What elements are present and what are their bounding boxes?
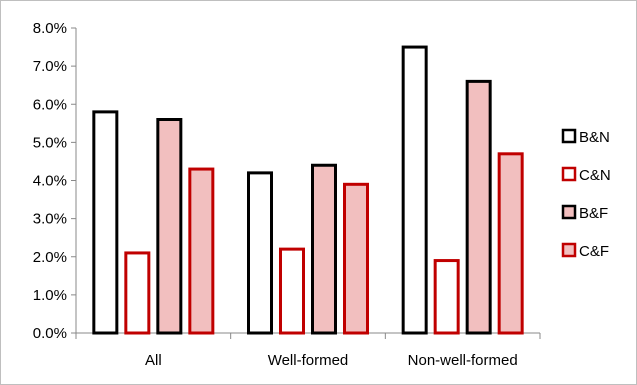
bar-b-n-all (92, 110, 119, 335)
legend-label: C&N (579, 167, 611, 184)
legend-label: B&N (579, 129, 610, 146)
bar-b-f-non-well-formed (465, 79, 492, 335)
y-tick-label: 7.0% (33, 58, 67, 75)
legend-swatch (561, 166, 577, 182)
bar-b-n-non-well-formed (401, 45, 428, 335)
y-tick-label: 4.0% (33, 173, 67, 190)
bar-c-f-non-well-formed (497, 152, 524, 335)
legend-swatch (561, 204, 577, 220)
bar-b-f-all (156, 118, 183, 335)
bar-c-n-non-well-formed (433, 259, 460, 335)
y-tick-label: 5.0% (33, 134, 67, 151)
bar-b-f-well-formed (311, 163, 337, 335)
y-tick-label: 8.0% (33, 20, 67, 37)
bar-c-n-all (124, 251, 151, 335)
bar-c-f-all (188, 167, 215, 335)
x-tick-label: Non-well-formed (408, 352, 518, 369)
y-tick-label: 2.0% (33, 249, 67, 266)
y-tick-label: 0.0% (33, 325, 67, 342)
legend-label: B&F (579, 205, 608, 222)
legend-swatch (561, 128, 577, 144)
x-tick-label: All (145, 352, 162, 369)
y-tick-label: 1.0% (33, 287, 67, 304)
bar-b-n-well-formed (247, 171, 273, 335)
legend-label: C&F (579, 243, 609, 260)
y-tick-label: 3.0% (33, 211, 67, 228)
bar-c-n-well-formed (279, 247, 305, 335)
x-tick-label: Well-formed (268, 352, 349, 369)
y-tick-label: 6.0% (33, 96, 67, 113)
legend-swatch (561, 242, 577, 258)
bar-c-f-well-formed (343, 182, 369, 335)
